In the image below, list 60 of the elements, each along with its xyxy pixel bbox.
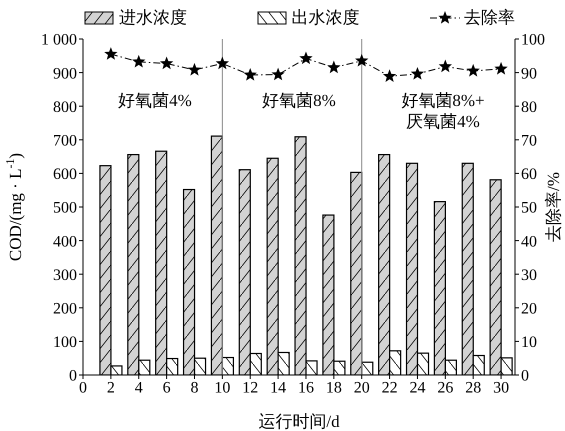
y-tick-label: 700 (53, 132, 77, 150)
y2-tick-label: 10 (521, 334, 537, 352)
x-axis-title: 运行时间/d (258, 412, 340, 431)
x-tick-label: 2 (106, 379, 115, 396)
annotation: 好氧菌8% (261, 90, 337, 111)
point (410, 66, 424, 80)
y2-tick-label: 90 (521, 65, 537, 82)
y-tick-label: 900 (53, 65, 77, 82)
x-tick-label: 30 (493, 379, 510, 396)
x-tick-label: 6 (162, 379, 171, 396)
y-tick-label: 100 (53, 334, 77, 352)
x-tick-label: 14 (270, 379, 286, 396)
annotation: 好氧菌8%+ 厌氧菌4% (400, 90, 486, 132)
y2-tick-label: 0 (521, 368, 529, 385)
x-tick-label: 18 (326, 379, 342, 396)
y-tick-label: 200 (53, 300, 77, 318)
x-tick-label: 26 (437, 379, 454, 396)
annotation: 好氧菌4% (117, 90, 193, 111)
y2-tick-label: 100 (521, 32, 545, 49)
y-tick-label: 500 (53, 200, 77, 217)
x-tick-label: 20 (354, 379, 370, 396)
point (132, 54, 146, 68)
y-tick-label: 1 000 (41, 32, 77, 49)
x-tick-label: 4 (134, 379, 143, 396)
legend-label: 进水浓度 (119, 7, 187, 29)
point (438, 60, 452, 72)
y-tick-label: 300 (53, 266, 77, 284)
legend-label: 出水浓度 (292, 7, 360, 29)
point (355, 54, 368, 67)
y2-tick-label: 20 (521, 300, 537, 318)
y-tick-label: 400 (53, 233, 77, 250)
y-tick-label: 800 (53, 98, 77, 116)
x-tick-label: 12 (242, 379, 258, 396)
x-tick-label: 10 (214, 379, 230, 396)
y2-tick-label: 40 (521, 233, 537, 250)
point (104, 47, 118, 60)
point (382, 69, 396, 82)
x-tick-label: 28 (465, 379, 482, 396)
x-tick-label: 8 (190, 379, 198, 396)
x-tick-label: 16 (298, 379, 314, 396)
point (271, 68, 285, 80)
point (188, 62, 202, 76)
legend-label: 去除率 (464, 7, 515, 29)
y-tick-label: 600 (53, 166, 77, 184)
point (244, 68, 257, 81)
point (160, 56, 174, 70)
point (327, 60, 340, 74)
y2-tick-label: 60 (521, 166, 537, 184)
y2-axis-title: 去除率/% (544, 172, 563, 242)
y2-tick-label: 30 (521, 266, 537, 284)
point (466, 64, 480, 77)
y2-tick-label: 80 (521, 98, 537, 116)
y-tick-label: 0 (69, 368, 77, 385)
y2-tick-label: 70 (521, 132, 537, 150)
y2-tick-label: 50 (521, 200, 537, 217)
point (494, 62, 508, 75)
point (216, 56, 230, 70)
point (299, 51, 313, 64)
x-tick-label: 22 (382, 379, 398, 396)
x-tick-label: 24 (409, 379, 426, 396)
